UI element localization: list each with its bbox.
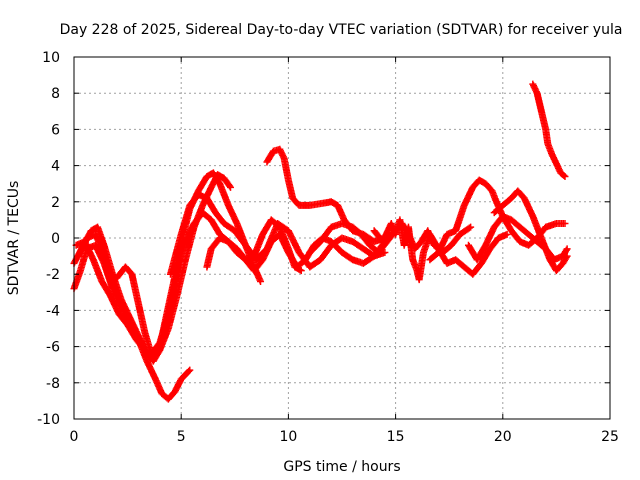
data-point	[226, 182, 234, 190]
data-point	[381, 248, 389, 256]
x-tick-label: 15	[387, 429, 405, 445]
y-tick-label: -2	[46, 267, 60, 283]
y-tick-label: 2	[51, 195, 60, 211]
data-point	[297, 267, 305, 275]
y-tick-label: 6	[51, 122, 60, 138]
y-tick-label: -6	[46, 340, 60, 356]
plot-frame	[73, 56, 611, 420]
series-arc-7	[263, 145, 389, 246]
y-tick-label: -4	[46, 303, 60, 319]
data-point	[257, 277, 265, 285]
data-point	[562, 254, 570, 262]
y-tick-label: -8	[46, 376, 60, 392]
data-point	[227, 183, 235, 191]
x-tick-label: 10	[279, 429, 297, 445]
y-tick-label: -10	[37, 412, 60, 428]
data-point	[561, 220, 569, 228]
axis-ticks: 0 5 10 15 20 25 -10 -8 -6 -4 -2 0 2 4 6 8 10	[37, 50, 619, 445]
x-tick-label: 0	[70, 429, 79, 445]
data-point	[563, 252, 571, 260]
x-axis-label: GPS time / hours	[283, 459, 400, 475]
x-tick-label: 20	[494, 429, 512, 445]
data-point	[561, 172, 569, 180]
x-tick-label: 25	[601, 429, 619, 445]
series-arc-11	[464, 212, 571, 264]
x-tick-label: 5	[177, 429, 186, 445]
series-arc-9	[370, 216, 511, 284]
data-point	[467, 223, 475, 231]
y-tick-label: 10	[42, 50, 60, 66]
data-point	[562, 246, 570, 254]
data-points	[70, 80, 571, 403]
data-point	[465, 224, 473, 232]
data-point	[503, 230, 511, 238]
y-axis-label: SDTVAR / TECUs	[6, 181, 22, 296]
data-point	[563, 245, 571, 253]
grid-lines	[74, 57, 610, 419]
data-point	[186, 366, 194, 374]
data-point	[185, 367, 193, 375]
y-tick-label: 0	[51, 231, 60, 247]
y-tick-label: 8	[51, 86, 60, 102]
series-arc-13	[529, 80, 569, 180]
data-point	[560, 172, 568, 180]
y-tick-label: 4	[51, 159, 60, 175]
chart-title: Day 228 of 2025, Sidereal Day-to-day VTE…	[60, 22, 623, 38]
series-arc-12	[490, 187, 571, 275]
